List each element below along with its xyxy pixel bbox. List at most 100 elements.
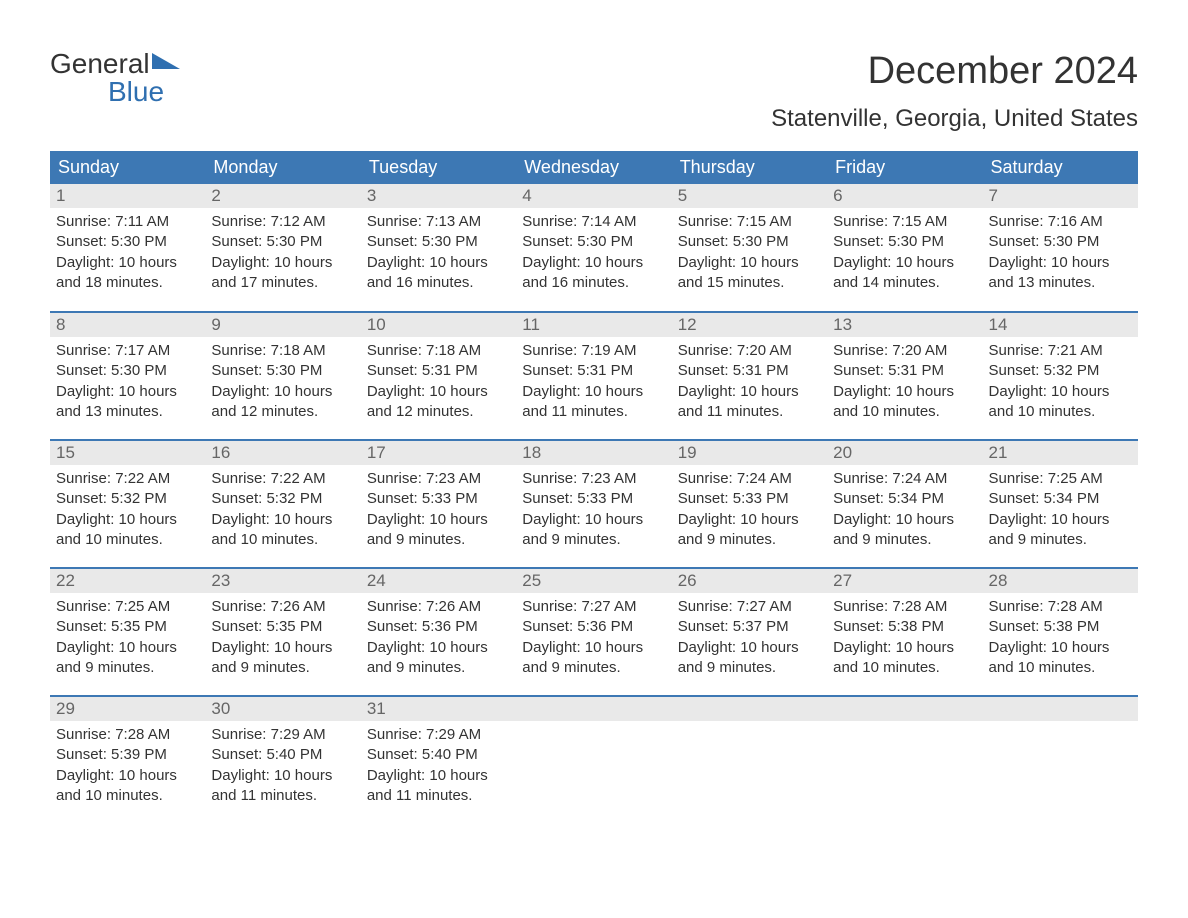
sunset-text: Sunset: 5:32 PM <box>56 489 199 509</box>
sunrise-text: Sunrise: 7:27 AM <box>522 597 665 617</box>
day-number: 24 <box>361 569 516 593</box>
day-number: 13 <box>827 313 982 337</box>
calendar-day: 20Sunrise: 7:24 AMSunset: 5:34 PMDayligh… <box>827 440 982 568</box>
daylight-line1: Daylight: 10 hours <box>678 638 821 658</box>
calendar-week: 15Sunrise: 7:22 AMSunset: 5:32 PMDayligh… <box>50 440 1138 568</box>
sunrise-text: Sunrise: 7:28 AM <box>989 597 1132 617</box>
calendar-day: 1Sunrise: 7:11 AMSunset: 5:30 PMDaylight… <box>50 184 205 312</box>
daylight-line2: and 13 minutes. <box>989 273 1132 293</box>
day-number: 19 <box>672 441 827 465</box>
day-content: Sunrise: 7:17 AMSunset: 5:30 PMDaylight:… <box>50 337 205 426</box>
sunrise-text: Sunrise: 7:19 AM <box>522 341 665 361</box>
daylight-line1: Daylight: 10 hours <box>833 638 976 658</box>
calendar-day: 23Sunrise: 7:26 AMSunset: 5:35 PMDayligh… <box>205 568 360 696</box>
daylight-line1: Daylight: 10 hours <box>211 510 354 530</box>
calendar-day: 17Sunrise: 7:23 AMSunset: 5:33 PMDayligh… <box>361 440 516 568</box>
daylight-line2: and 11 minutes. <box>367 786 510 806</box>
daylight-line1: Daylight: 10 hours <box>56 510 199 530</box>
daylight-line2: and 16 minutes. <box>367 273 510 293</box>
day-number: 1 <box>50 184 205 208</box>
day-content: Sunrise: 7:25 AMSunset: 5:34 PMDaylight:… <box>983 465 1138 554</box>
calendar-day <box>672 696 827 824</box>
day-content: Sunrise: 7:21 AMSunset: 5:32 PMDaylight:… <box>983 337 1138 426</box>
calendar-day: 13Sunrise: 7:20 AMSunset: 5:31 PMDayligh… <box>827 312 982 440</box>
day-number: 25 <box>516 569 671 593</box>
day-content: Sunrise: 7:27 AMSunset: 5:37 PMDaylight:… <box>672 593 827 682</box>
daylight-line2: and 16 minutes. <box>522 273 665 293</box>
day-number: 3 <box>361 184 516 208</box>
day-content: Sunrise: 7:27 AMSunset: 5:36 PMDaylight:… <box>516 593 671 682</box>
weekday-header: Sunday <box>50 151 205 184</box>
daylight-line1: Daylight: 10 hours <box>522 510 665 530</box>
daylight-line1: Daylight: 10 hours <box>56 638 199 658</box>
daylight-line2: and 10 minutes. <box>989 402 1132 422</box>
daylight-line1: Daylight: 10 hours <box>56 766 199 786</box>
sunset-text: Sunset: 5:30 PM <box>833 232 976 252</box>
sunrise-text: Sunrise: 7:14 AM <box>522 212 665 232</box>
daylight-line2: and 10 minutes. <box>211 530 354 550</box>
title-block: December 2024 Statenville, Georgia, Unit… <box>771 50 1138 133</box>
day-content: Sunrise: 7:15 AMSunset: 5:30 PMDaylight:… <box>672 208 827 297</box>
day-content: Sunrise: 7:12 AMSunset: 5:30 PMDaylight:… <box>205 208 360 297</box>
flag-icon <box>152 50 180 78</box>
calendar-day: 25Sunrise: 7:27 AMSunset: 5:36 PMDayligh… <box>516 568 671 696</box>
day-number: 27 <box>827 569 982 593</box>
daylight-line2: and 9 minutes. <box>211 658 354 678</box>
sunrise-text: Sunrise: 7:18 AM <box>211 341 354 361</box>
day-number: 30 <box>205 697 360 721</box>
sunset-text: Sunset: 5:30 PM <box>522 232 665 252</box>
day-number: 8 <box>50 313 205 337</box>
day-content: Sunrise: 7:20 AMSunset: 5:31 PMDaylight:… <box>827 337 982 426</box>
calendar-day: 5Sunrise: 7:15 AMSunset: 5:30 PMDaylight… <box>672 184 827 312</box>
daylight-line2: and 14 minutes. <box>833 273 976 293</box>
sunrise-text: Sunrise: 7:13 AM <box>367 212 510 232</box>
daylight-line1: Daylight: 10 hours <box>522 638 665 658</box>
day-content: Sunrise: 7:28 AMSunset: 5:39 PMDaylight:… <box>50 721 205 810</box>
day-number: 28 <box>983 569 1138 593</box>
daylight-line1: Daylight: 10 hours <box>989 638 1132 658</box>
calendar-week: 22Sunrise: 7:25 AMSunset: 5:35 PMDayligh… <box>50 568 1138 696</box>
sunset-text: Sunset: 5:39 PM <box>56 745 199 765</box>
daylight-line1: Daylight: 10 hours <box>211 382 354 402</box>
daylight-line1: Daylight: 10 hours <box>678 510 821 530</box>
calendar-day: 19Sunrise: 7:24 AMSunset: 5:33 PMDayligh… <box>672 440 827 568</box>
day-content: Sunrise: 7:28 AMSunset: 5:38 PMDaylight:… <box>983 593 1138 682</box>
daylight-line2: and 13 minutes. <box>56 402 199 422</box>
calendar-day: 16Sunrise: 7:22 AMSunset: 5:32 PMDayligh… <box>205 440 360 568</box>
day-number: 21 <box>983 441 1138 465</box>
day-number: 16 <box>205 441 360 465</box>
day-number: 23 <box>205 569 360 593</box>
sunset-text: Sunset: 5:33 PM <box>367 489 510 509</box>
day-number <box>827 697 982 721</box>
daylight-line1: Daylight: 10 hours <box>367 766 510 786</box>
daylight-line1: Daylight: 10 hours <box>833 510 976 530</box>
day-content: Sunrise: 7:20 AMSunset: 5:31 PMDaylight:… <box>672 337 827 426</box>
daylight-line2: and 9 minutes. <box>678 530 821 550</box>
calendar-day: 27Sunrise: 7:28 AMSunset: 5:38 PMDayligh… <box>827 568 982 696</box>
sunrise-text: Sunrise: 7:15 AM <box>833 212 976 232</box>
calendar-day: 12Sunrise: 7:20 AMSunset: 5:31 PMDayligh… <box>672 312 827 440</box>
daylight-line2: and 9 minutes. <box>833 530 976 550</box>
sunrise-text: Sunrise: 7:22 AM <box>211 469 354 489</box>
day-content: Sunrise: 7:24 AMSunset: 5:34 PMDaylight:… <box>827 465 982 554</box>
day-content: Sunrise: 7:16 AMSunset: 5:30 PMDaylight:… <box>983 208 1138 297</box>
weekday-header: Saturday <box>983 151 1138 184</box>
daylight-line2: and 11 minutes. <box>522 402 665 422</box>
calendar-day <box>983 696 1138 824</box>
sunset-text: Sunset: 5:38 PM <box>989 617 1132 637</box>
sunrise-text: Sunrise: 7:28 AM <box>56 725 199 745</box>
daylight-line1: Daylight: 10 hours <box>211 766 354 786</box>
sunset-text: Sunset: 5:33 PM <box>678 489 821 509</box>
daylight-line1: Daylight: 10 hours <box>56 382 199 402</box>
day-number: 6 <box>827 184 982 208</box>
sunset-text: Sunset: 5:31 PM <box>367 361 510 381</box>
day-number <box>983 697 1138 721</box>
day-content: Sunrise: 7:15 AMSunset: 5:30 PMDaylight:… <box>827 208 982 297</box>
sunset-text: Sunset: 5:34 PM <box>989 489 1132 509</box>
sunrise-text: Sunrise: 7:16 AM <box>989 212 1132 232</box>
sunrise-text: Sunrise: 7:24 AM <box>833 469 976 489</box>
daylight-line2: and 9 minutes. <box>678 658 821 678</box>
location: Statenville, Georgia, United States <box>771 105 1138 133</box>
sunrise-text: Sunrise: 7:25 AM <box>56 597 199 617</box>
sunset-text: Sunset: 5:30 PM <box>211 232 354 252</box>
